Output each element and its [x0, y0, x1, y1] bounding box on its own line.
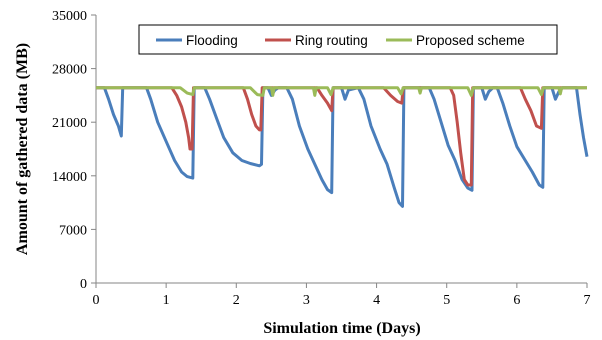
y-tick-label: 28000 [52, 63, 87, 78]
y-axis-title: Amount of gathered data (MB) [14, 43, 31, 255]
legend-box [138, 24, 558, 55]
y-ticks: 0 7000 14000 21000 28000 35000 [52, 9, 96, 292]
x-tick-label: 4 [373, 293, 380, 308]
x-tick-label: 0 [93, 293, 100, 308]
legend-label-proposed-scheme: Proposed scheme [416, 33, 525, 48]
legend-label-ring-routing: Ring routing [295, 33, 368, 48]
legend: Flooding Ring routing Proposed scheme [138, 24, 558, 55]
x-tick-label: 2 [233, 293, 240, 308]
series-line-flooding [96, 86, 589, 208]
x-tick-label: 3 [303, 293, 310, 308]
y-tick-label: 21000 [52, 116, 87, 131]
x-axis-title: Simulation time (Days) [263, 320, 420, 337]
x-tick-label: 1 [163, 293, 170, 308]
axes [95, 15, 587, 284]
x-tick-label: 6 [513, 293, 520, 308]
y-tick-label: 35000 [52, 9, 87, 24]
y-tick-label: 14000 [52, 170, 87, 185]
x-tick-label: 5 [443, 293, 450, 308]
y-tick-label: 0 [80, 277, 87, 292]
legend-label-flooding: Flooding [186, 33, 238, 48]
series-lines [96, 86, 589, 208]
series-line-proposed-scheme [96, 86, 587, 97]
x-tick-label: 7 [584, 293, 591, 308]
y-tick-label: 7000 [59, 223, 87, 238]
x-ticks: 0 1 2 3 4 5 6 7 [93, 283, 591, 308]
